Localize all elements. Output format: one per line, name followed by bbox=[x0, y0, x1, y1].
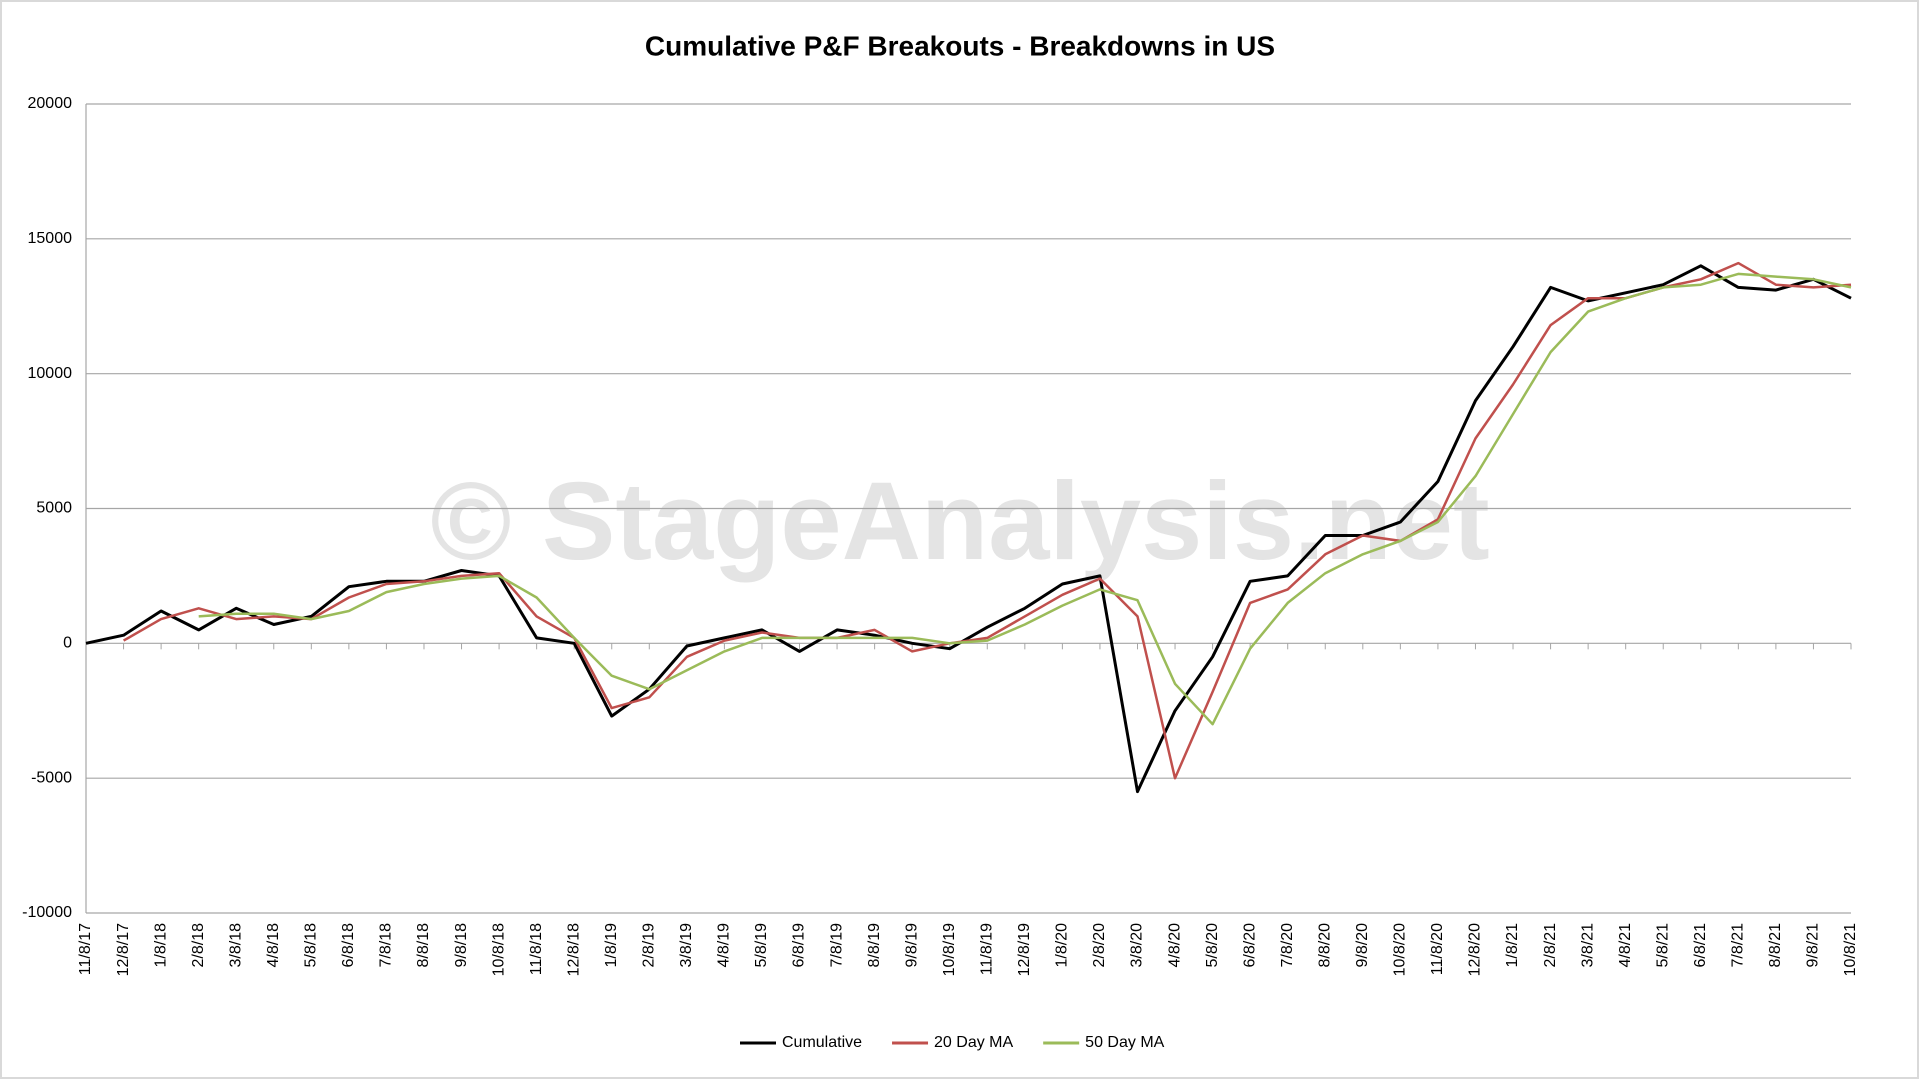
x-tick-label: 8/8/19 bbox=[866, 923, 883, 968]
x-tick-label: 10/8/19 bbox=[941, 923, 958, 976]
x-tick-label: 11/8/18 bbox=[528, 923, 545, 975]
x-tick-label: 7/8/19 bbox=[828, 923, 845, 968]
x-tick-label: 4/8/18 bbox=[265, 923, 282, 968]
x-tick-label: 12/8/17 bbox=[115, 923, 132, 976]
x-tick-label: 12/8/18 bbox=[565, 923, 582, 976]
series-line bbox=[85, 264, 1852, 794]
x-tick-label: 5/8/20 bbox=[1204, 923, 1221, 968]
x-tick-label: 5/8/19 bbox=[753, 923, 770, 968]
y-tick-label: 10000 bbox=[28, 365, 73, 382]
x-tick-label: 6/8/20 bbox=[1241, 923, 1258, 968]
x-tick-label: 5/8/18 bbox=[303, 923, 320, 968]
x-tick-label: 5/8/21 bbox=[1654, 923, 1671, 968]
x-tick-label: 11/8/17 bbox=[77, 923, 94, 975]
x-tick-label: 3/8/19 bbox=[678, 923, 695, 968]
watermark: © StageAnalysis.net bbox=[430, 460, 1489, 583]
x-tick-label: 10/8/20 bbox=[1392, 923, 1409, 976]
x-tick-label: 12/8/20 bbox=[1467, 923, 1484, 976]
x-tick-label: 1/8/21 bbox=[1504, 923, 1521, 968]
x-tick-label: 7/8/18 bbox=[378, 923, 395, 968]
y-tick-label: -5000 bbox=[31, 769, 72, 786]
x-tick-label: 3/8/21 bbox=[1579, 923, 1596, 968]
series-line bbox=[198, 272, 1852, 726]
x-tick-label: 11/8/19 bbox=[978, 923, 995, 975]
x-tick-label: 4/8/19 bbox=[716, 923, 733, 968]
x-tick-label: 3/8/20 bbox=[1129, 923, 1146, 968]
y-tick-label: 0 bbox=[63, 635, 72, 652]
x-tick-label: 10/8/18 bbox=[490, 923, 507, 976]
x-tick-label: 9/8/20 bbox=[1354, 923, 1371, 968]
chart-title: Cumulative P&F Breakouts - Breakdowns in… bbox=[645, 30, 1275, 61]
x-tick-label: 7/8/21 bbox=[1730, 923, 1747, 968]
x-tick-label: 1/8/20 bbox=[1054, 923, 1071, 968]
x-tick-label: 9/8/18 bbox=[453, 923, 470, 968]
x-tick-label: 8/8/18 bbox=[415, 923, 432, 968]
x-tick-label: 6/8/18 bbox=[340, 923, 357, 968]
x-tick-label: 10/8/21 bbox=[1842, 923, 1859, 976]
series-line bbox=[122, 261, 1852, 780]
x-tick-label: 2/8/20 bbox=[1091, 923, 1108, 968]
legend-label: Cumulative bbox=[782, 1034, 862, 1051]
x-tick-label: 2/8/18 bbox=[190, 923, 207, 968]
x-tick-label: 12/8/19 bbox=[1016, 923, 1033, 976]
x-tick-label: 2/8/21 bbox=[1542, 923, 1559, 968]
legend-label: 20 Day MA bbox=[934, 1034, 1013, 1051]
x-tick-label: 8/8/20 bbox=[1316, 923, 1333, 968]
x-tick-label: 11/8/20 bbox=[1429, 923, 1446, 975]
x-tick-label: 7/8/20 bbox=[1279, 923, 1296, 968]
y-tick-label: 20000 bbox=[28, 95, 73, 112]
legend-label: 50 Day MA bbox=[1085, 1034, 1164, 1051]
y-tick-label: 5000 bbox=[36, 500, 72, 517]
x-tick-label: 1/8/19 bbox=[603, 923, 620, 968]
x-tick-label: 6/8/19 bbox=[791, 923, 808, 968]
x-tick-label: 4/8/20 bbox=[1166, 923, 1183, 968]
y-tick-label: 15000 bbox=[28, 230, 73, 247]
x-tick-label: 1/8/18 bbox=[152, 923, 169, 968]
x-tick-label: 9/8/19 bbox=[903, 923, 920, 968]
x-tick-label: 8/8/21 bbox=[1767, 923, 1784, 968]
x-tick-label: 3/8/18 bbox=[227, 923, 244, 968]
x-tick-label: 2/8/19 bbox=[641, 923, 658, 968]
x-tick-label: 9/8/21 bbox=[1805, 923, 1822, 968]
x-tick-label: 4/8/21 bbox=[1617, 923, 1634, 968]
x-tick-label: 6/8/21 bbox=[1692, 923, 1709, 968]
y-tick-label: -10000 bbox=[22, 904, 72, 921]
